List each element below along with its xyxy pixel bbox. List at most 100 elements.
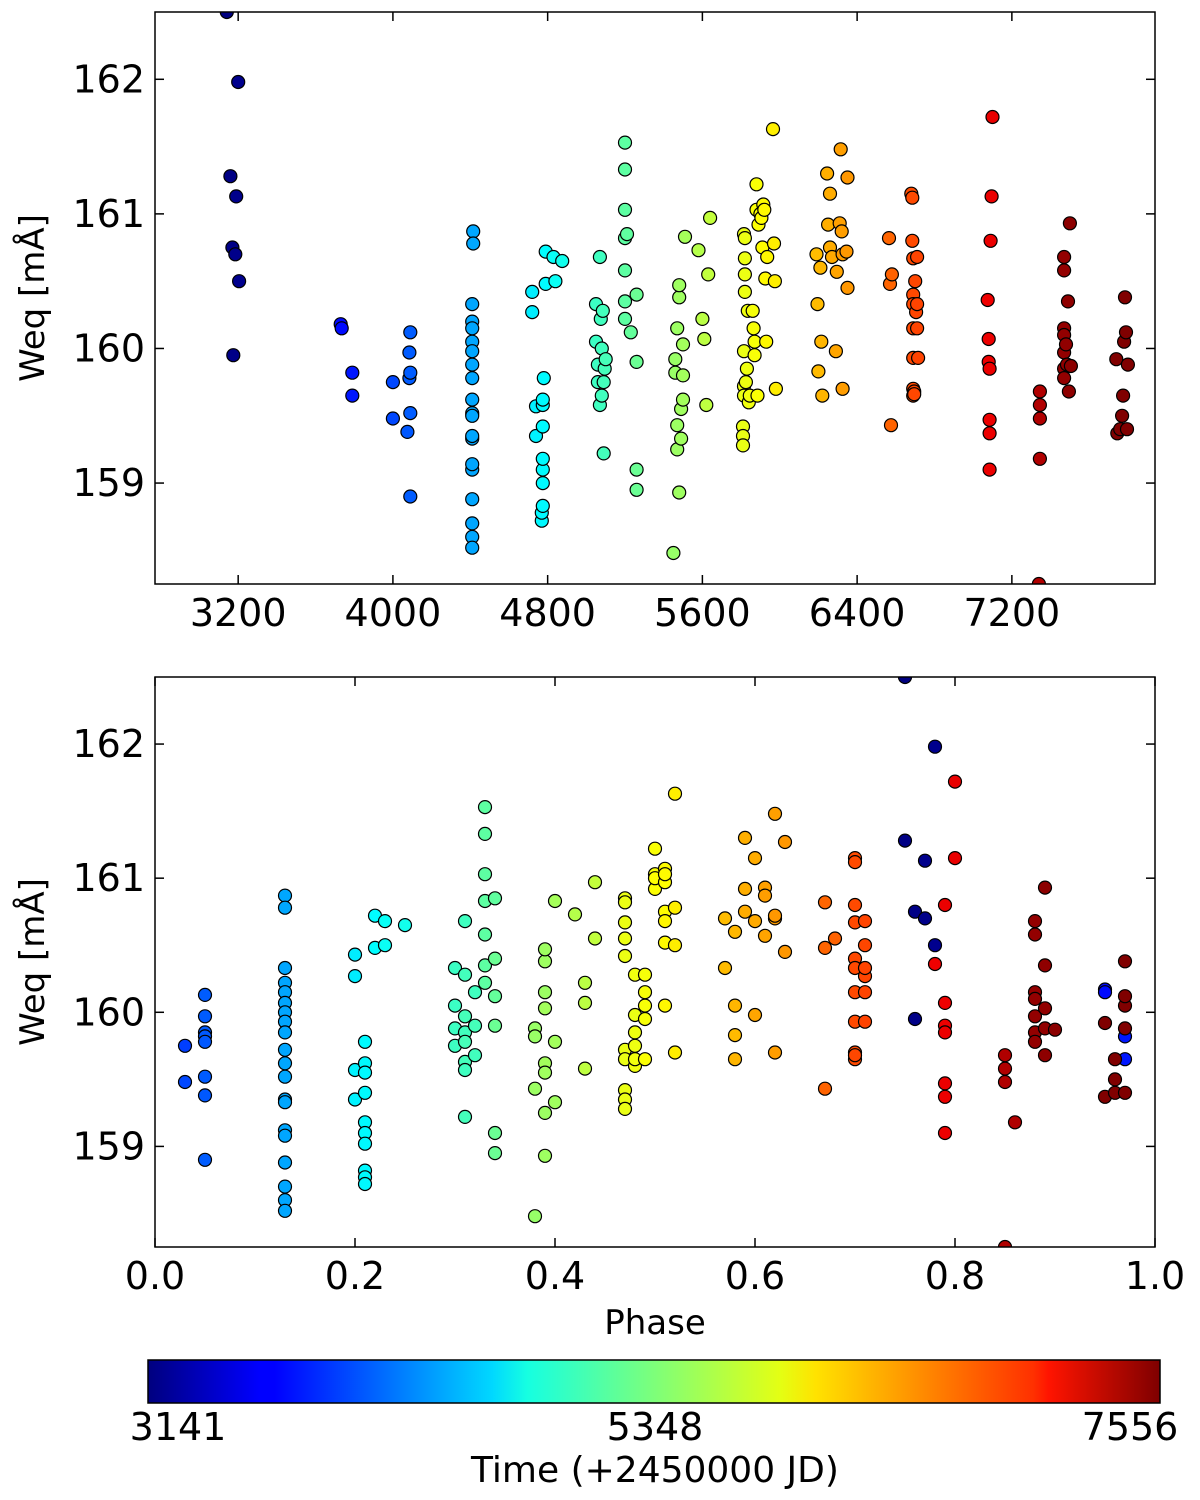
data-point	[577, 975, 593, 990]
colorbar-tick-max: 7556	[1082, 1405, 1179, 1449]
data-point	[768, 381, 784, 396]
data-point	[277, 900, 293, 915]
data-point	[598, 352, 613, 367]
y-tick-label: 162	[72, 722, 145, 766]
data-point	[623, 325, 638, 340]
data-point	[617, 931, 633, 946]
data-point	[834, 224, 849, 239]
data-point	[1056, 249, 1072, 265]
data-point	[477, 958, 493, 973]
data-point	[767, 1045, 783, 1060]
data-point	[1062, 216, 1078, 231]
data-point	[403, 365, 418, 380]
data-point	[847, 1048, 863, 1063]
data-point	[766, 236, 782, 251]
data-point	[817, 1081, 833, 1096]
data-point	[820, 217, 836, 232]
data-point	[197, 1034, 213, 1049]
data-point	[1114, 408, 1130, 423]
data-point	[487, 1125, 503, 1141]
data-point	[617, 1101, 633, 1117]
data-point	[1032, 384, 1048, 399]
data-point	[745, 303, 760, 318]
data-point	[1027, 991, 1043, 1007]
colorbar-label: Time (+2450000 JD)	[470, 1450, 839, 1491]
data-point	[981, 331, 996, 347]
data-point	[465, 516, 480, 531]
data-point	[675, 368, 691, 383]
data-point	[357, 1034, 373, 1049]
data-point	[667, 1045, 683, 1060]
data-point	[385, 411, 400, 426]
data-point	[527, 1209, 543, 1224]
x-tick-label: 5600	[654, 591, 751, 635]
data-point	[937, 897, 953, 913]
data-point	[594, 388, 609, 403]
data-point	[467, 1048, 483, 1063]
data-point	[727, 1027, 743, 1043]
data-point	[857, 960, 873, 976]
data-point	[907, 904, 923, 919]
top-axes-frame	[154, 11, 1156, 585]
data-point	[738, 375, 754, 390]
data-point	[833, 142, 848, 157]
data-point	[757, 202, 772, 217]
data-point	[619, 227, 635, 242]
data-point	[334, 321, 349, 336]
data-point	[666, 545, 681, 561]
data-point	[377, 913, 393, 929]
data-point	[465, 344, 480, 359]
x-tick-label: 0.8	[925, 1254, 985, 1298]
data-point	[937, 1076, 953, 1091]
bottom-points	[177, 677, 1133, 1247]
data-point	[465, 540, 480, 555]
data-point	[357, 1065, 373, 1080]
colorbar-gradient	[147, 1359, 1161, 1404]
data-point	[1058, 337, 1074, 352]
data-point	[535, 498, 550, 513]
data-point	[1097, 985, 1113, 1000]
data-point	[840, 170, 855, 185]
x-tick-label: 0.0	[125, 1254, 185, 1298]
data-point	[577, 1061, 593, 1076]
data-point	[177, 1074, 193, 1090]
data-point	[697, 331, 712, 347]
data-point	[617, 162, 633, 177]
x-tick-label: 0.4	[525, 1254, 585, 1298]
data-point	[813, 260, 828, 275]
data-point	[547, 1095, 563, 1110]
data-point	[277, 1042, 293, 1057]
data-point	[1007, 1115, 1023, 1130]
data-point	[537, 1105, 553, 1121]
data-point	[647, 841, 663, 856]
data-point	[457, 1009, 473, 1024]
data-point	[691, 243, 706, 258]
data-point	[750, 388, 765, 403]
data-point	[528, 428, 544, 444]
data-point	[617, 311, 633, 326]
data-point	[1107, 1072, 1123, 1087]
data-point	[277, 960, 293, 976]
data-point	[1115, 388, 1131, 403]
data-point	[672, 290, 687, 305]
data-point	[347, 968, 363, 984]
data-point	[840, 280, 855, 295]
data-point	[197, 987, 213, 1003]
data-point	[1118, 325, 1134, 340]
data-point	[1097, 1015, 1113, 1031]
data-point	[997, 1239, 1013, 1247]
data-point	[817, 940, 833, 956]
data-point	[537, 1001, 553, 1016]
data-point	[809, 247, 824, 262]
data-point	[897, 677, 913, 685]
data-point	[617, 202, 633, 217]
data-point	[357, 1085, 373, 1100]
data-point	[477, 799, 493, 815]
data-point	[927, 739, 943, 754]
data-point	[1119, 422, 1135, 437]
data-point	[857, 938, 873, 953]
data-point	[908, 274, 923, 289]
y-tick-label: 160	[72, 990, 145, 1034]
x-tick-label: 0.6	[725, 1254, 785, 1298]
data-point	[537, 985, 553, 1000]
